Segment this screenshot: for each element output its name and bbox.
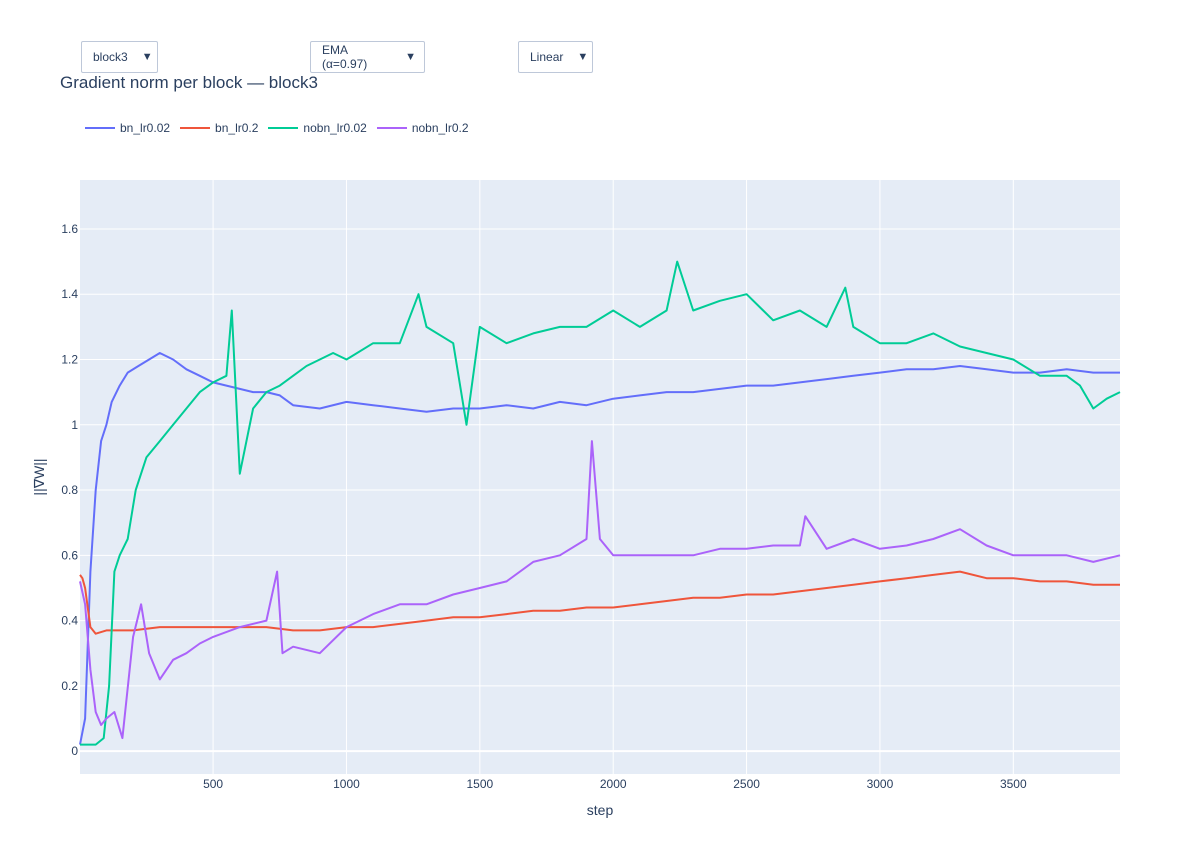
chevron-down-icon: ▼ [141, 51, 153, 63]
legend-swatch [268, 127, 299, 129]
y-tick-label: 1 [71, 418, 78, 432]
legend-item[interactable]: nobn_lr0.2 [376, 121, 469, 135]
legend-item[interactable]: nobn_lr0.02 [268, 121, 367, 135]
x-tick-label: 3000 [867, 777, 894, 791]
chevron-down-icon: ▼ [405, 51, 416, 63]
x-tick-label: 500 [203, 777, 223, 791]
series-line-nobn-lr0-02 [80, 260, 1121, 746]
legend-swatch [376, 127, 407, 129]
y-tick-label: 0.2 [61, 679, 78, 693]
legend-swatch [180, 127, 211, 129]
x-axis-title: step [587, 802, 614, 818]
smoothing-dropdown-value: EMA (α=0.97) [322, 43, 368, 71]
legend-label: nobn_lr0.2 [411, 121, 469, 135]
legend-item[interactable]: bn_lr0.2 [180, 121, 258, 135]
legend-swatch [85, 127, 115, 129]
y-tick-label: 0.4 [61, 614, 78, 628]
block-dropdown[interactable]: block3 ▼ [81, 41, 158, 73]
x-tick-label: 1000 [333, 777, 360, 791]
legend-item[interactable]: bn_lr0.02 [85, 121, 170, 135]
y-tick-label: 1.2 [61, 353, 78, 367]
scale-dropdown[interactable]: Linear ▼ [518, 41, 593, 73]
smoothing-dropdown[interactable]: EMA (α=0.97) ▼ [310, 41, 425, 73]
x-tick-label: 3500 [1000, 777, 1027, 791]
y-tick-label: 1.6 [61, 222, 78, 236]
scale-dropdown-value: Linear [530, 50, 564, 64]
y-axis-ticks: 0 0.2 0.4 0.6 0.8 1 1.2 1.4 1.6 [61, 222, 78, 758]
legend-label: nobn_lr0.02 [303, 121, 367, 135]
series-line-bn-lr0-02 [79, 352, 1120, 745]
legend-label: bn_lr0.02 [120, 121, 171, 135]
legend: bn_lr0.02 bn_lr0.2 nobn_lr0.02 nobn_lr0.2 [85, 121, 479, 135]
x-tick-label: 2000 [600, 777, 627, 791]
y-tick-label: 1.4 [61, 287, 78, 301]
x-axis-ticks: 500 1000 1500 2000 2500 3000 3500 [203, 777, 1027, 791]
y-tick-label: 0.6 [61, 548, 78, 562]
y-tick-label: 0 [71, 744, 78, 758]
chart-title: Gradient norm per block — block3 [60, 73, 318, 92]
legend-label: bn_lr0.2 [215, 121, 259, 135]
chevron-down-icon: ▼ [577, 51, 589, 63]
series-line-nobn-lr0-2 [79, 440, 1121, 740]
plot-background [80, 180, 1120, 774]
y-axis-title: ||∇W|| [31, 458, 47, 495]
y-tick-label: 0.8 [61, 483, 78, 497]
grid-lines [80, 180, 1120, 774]
block-dropdown-value: block3 [93, 50, 128, 64]
series-line-bn-lr0-2 [79, 570, 1120, 635]
x-tick-label: 1500 [466, 777, 493, 791]
x-tick-label: 2500 [733, 777, 760, 791]
series-lines [79, 260, 1121, 746]
